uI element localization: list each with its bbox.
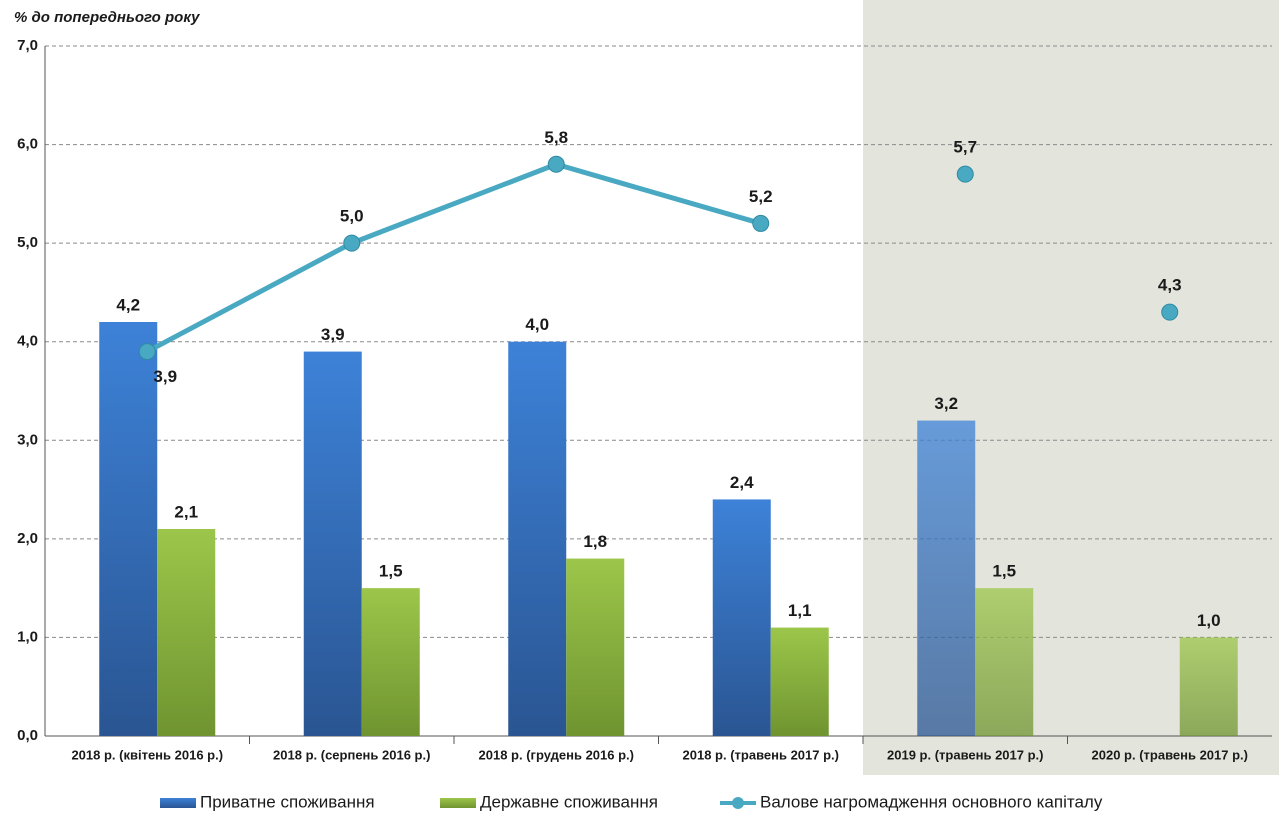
- data-label: 1,0: [1197, 611, 1221, 630]
- data-label: 5,8: [544, 128, 568, 147]
- line-point: [343, 234, 361, 252]
- line-point: [752, 214, 770, 232]
- y-tick-label: 4,0: [17, 333, 38, 350]
- data-label: 5,0: [340, 207, 364, 226]
- bar: [770, 627, 829, 736]
- data-label: 2,4: [730, 473, 754, 492]
- bar: [712, 499, 771, 736]
- line: [146, 161, 762, 354]
- legend-label: Приватне споживання: [200, 792, 375, 811]
- y-tick-label: 7,0: [17, 37, 38, 54]
- y-tick-label: 2,0: [17, 530, 38, 547]
- y-tick-label: 5,0: [17, 234, 38, 251]
- data-label: 1,1: [788, 601, 812, 620]
- data-label: 3,9: [153, 367, 177, 386]
- legend-label: Державне споживання: [480, 792, 658, 811]
- line-point: [956, 165, 974, 183]
- x-tick-label: 2018 р. (серпень 2016 р.): [273, 747, 430, 762]
- legend-label: Валове нагромадження основного капіталу: [760, 792, 1103, 811]
- legend-swatch: [732, 797, 744, 809]
- bar: [1179, 637, 1238, 736]
- line-point: [138, 343, 156, 361]
- data-label: 4,2: [116, 295, 140, 314]
- bar: [975, 588, 1034, 736]
- data-label: 5,2: [749, 187, 773, 206]
- data-label: 1,8: [583, 532, 607, 551]
- x-tick-label: 2018 р. (травень 2017 р.): [683, 747, 839, 762]
- data-label: 3,2: [934, 394, 958, 413]
- data-label: 4,3: [1158, 276, 1182, 295]
- data-label: 1,5: [992, 562, 1016, 581]
- y-tick-label: 1,0: [17, 628, 38, 645]
- y-tick-label: 0,0: [17, 727, 38, 744]
- bar: [361, 588, 420, 736]
- bar: [508, 341, 567, 736]
- y-tick-label: 3,0: [17, 431, 38, 448]
- x-tick-label: 2019 р. (травень 2017 р.): [887, 747, 1043, 762]
- bar: [566, 558, 625, 736]
- data-label: 2,1: [174, 502, 198, 521]
- legend-swatch: [160, 798, 196, 808]
- bar: [917, 420, 976, 736]
- data-label: 4,0: [525, 315, 549, 334]
- data-label: 1,5: [379, 562, 403, 581]
- line-point: [1161, 303, 1179, 321]
- x-tick-label: 2020 р. (травень 2017 р.): [1092, 747, 1248, 762]
- line-point: [547, 155, 565, 173]
- y-tick-label: 6,0: [17, 136, 38, 153]
- data-label: 3,9: [321, 325, 345, 344]
- bar: [157, 529, 216, 736]
- data-label: 5,7: [953, 138, 977, 157]
- x-tick-label: 2018 р. (квітень 2016 р.): [71, 747, 223, 762]
- x-tick-label: 2018 р. (грудень 2016 р.): [479, 747, 634, 762]
- y-axis-label: % до попереднього року: [14, 9, 200, 26]
- bar: [303, 351, 362, 736]
- bar: [99, 322, 158, 736]
- legend-swatch: [440, 798, 476, 808]
